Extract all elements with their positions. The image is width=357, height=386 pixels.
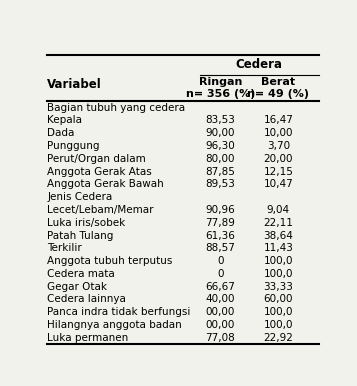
Text: 100,0: 100,0 [264,269,293,279]
Text: 96,30: 96,30 [205,141,235,151]
Text: 20,00: 20,00 [264,154,293,164]
Text: 12,15: 12,15 [263,167,293,177]
Text: 3,70: 3,70 [267,141,290,151]
Text: Gegar Otak: Gegar Otak [47,282,107,291]
Text: 66,67: 66,67 [205,282,235,291]
Text: 0: 0 [217,256,223,266]
Text: 22,92: 22,92 [263,333,293,343]
Text: 90,96: 90,96 [205,205,235,215]
Text: 88,57: 88,57 [205,243,235,253]
Text: 40,00: 40,00 [206,295,235,305]
Text: Lecet/Lebam/Memar: Lecet/Lebam/Memar [47,205,154,215]
Text: Luka permanen: Luka permanen [47,333,129,343]
Text: 83,53: 83,53 [205,115,235,125]
Text: 11,43: 11,43 [263,243,293,253]
Text: Anggota tubuh terputus: Anggota tubuh terputus [47,256,173,266]
Text: 61,36: 61,36 [205,230,235,240]
Text: Terkilir: Terkilir [47,243,82,253]
Text: 33,33: 33,33 [263,282,293,291]
Text: 10,47: 10,47 [263,179,293,190]
Text: Patah Tulang: Patah Tulang [47,230,114,240]
Text: Anggota Gerak Atas: Anggota Gerak Atas [47,167,152,177]
Text: Berat
n= 49 (%): Berat n= 49 (%) [247,77,310,99]
Text: 100,0: 100,0 [264,307,293,317]
Text: 10,00: 10,00 [264,128,293,138]
Text: 90,00: 90,00 [206,128,235,138]
Text: 77,89: 77,89 [205,218,235,228]
Text: 80,00: 80,00 [206,154,235,164]
Text: 22,11: 22,11 [263,218,293,228]
Text: Luka iris/sobek: Luka iris/sobek [47,218,126,228]
Text: Dada: Dada [47,128,75,138]
Text: Cedera mata: Cedera mata [47,269,115,279]
Text: 9,04: 9,04 [267,205,290,215]
Text: Kepala: Kepala [47,115,82,125]
Text: 100,0: 100,0 [264,320,293,330]
Text: 100,0: 100,0 [264,256,293,266]
Text: Ringan
n= 356 (%): Ringan n= 356 (%) [186,77,255,99]
Text: 0: 0 [217,269,223,279]
Text: Bagian tubuh yang cedera: Bagian tubuh yang cedera [47,103,186,113]
Text: 00,00: 00,00 [206,320,235,330]
Text: Perut/Organ dalam: Perut/Organ dalam [47,154,146,164]
Text: 77,08: 77,08 [205,333,235,343]
Text: 38,64: 38,64 [263,230,293,240]
Text: Variabel: Variabel [47,78,102,91]
Text: 87,85: 87,85 [205,167,235,177]
Text: Panca indra tidak berfungsi: Panca indra tidak berfungsi [47,307,191,317]
Text: 89,53: 89,53 [205,179,235,190]
Text: 00,00: 00,00 [206,307,235,317]
Text: Cedera lainnya: Cedera lainnya [47,295,126,305]
Text: Cedera: Cedera [236,58,282,71]
Text: Punggung: Punggung [47,141,100,151]
Text: 60,00: 60,00 [264,295,293,305]
Text: Jenis Cedera: Jenis Cedera [47,192,113,202]
Text: Hilangnya anggota badan: Hilangnya anggota badan [47,320,182,330]
Text: Anggota Gerak Bawah: Anggota Gerak Bawah [47,179,164,190]
Text: 16,47: 16,47 [263,115,293,125]
